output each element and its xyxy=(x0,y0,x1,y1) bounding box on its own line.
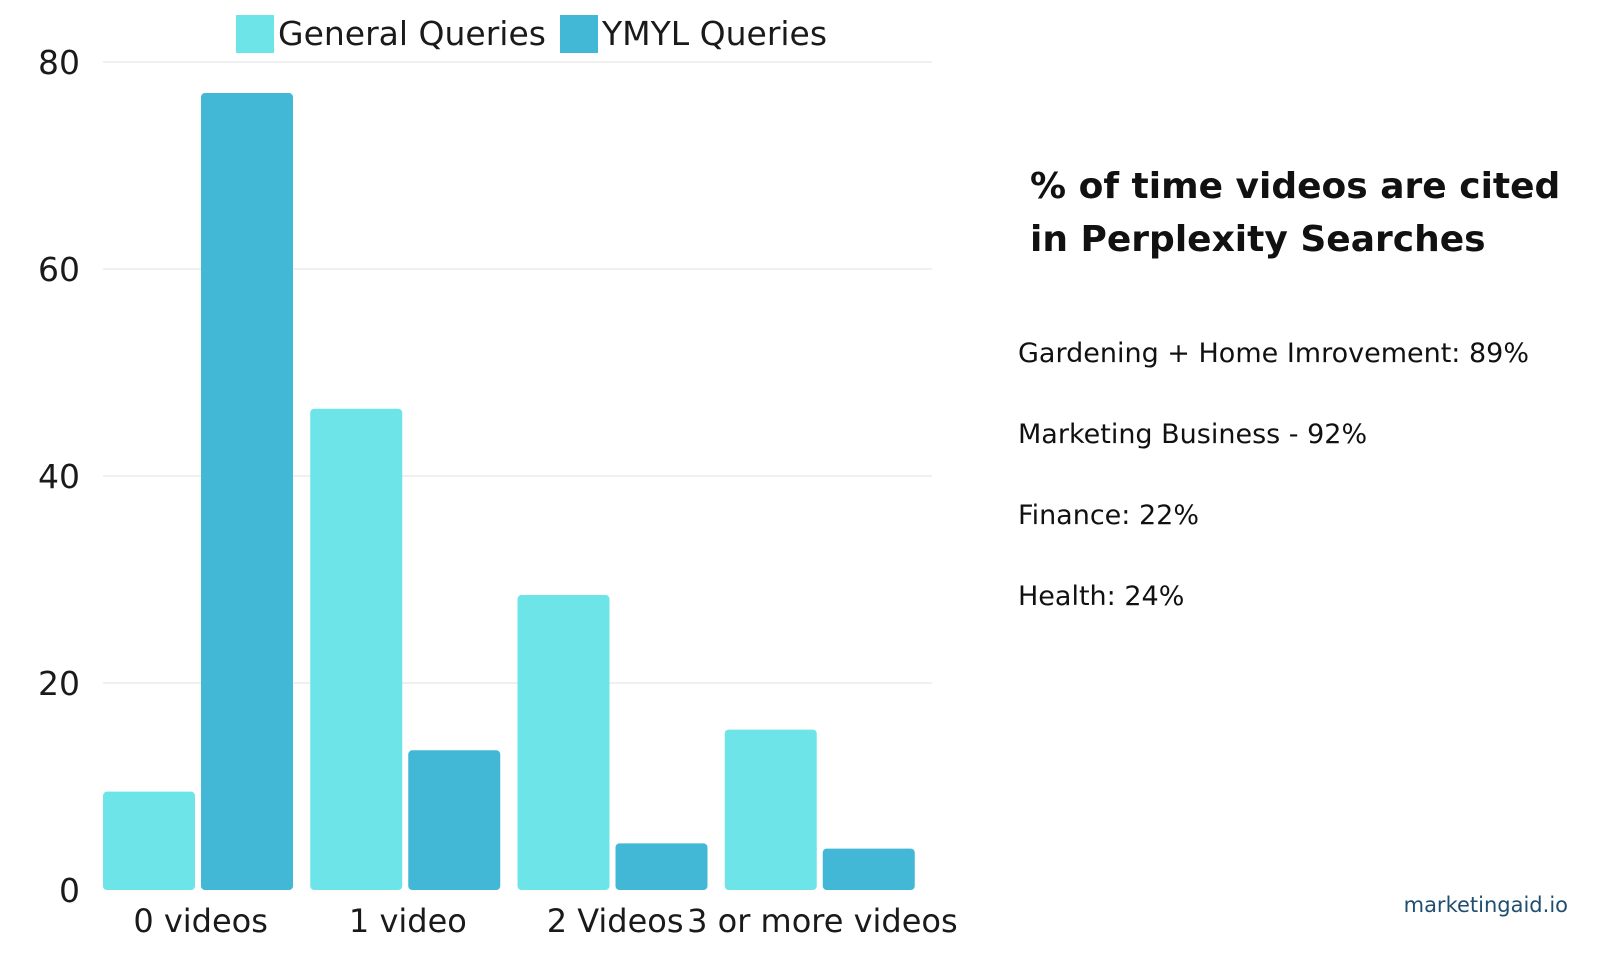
x-tick-label: 1 video xyxy=(349,902,467,940)
y-tick-label: 40 xyxy=(38,457,80,496)
chart-legend: General Queries YMYL Queries xyxy=(236,14,833,53)
bar-ymyl xyxy=(615,843,708,890)
note-item: Finance: 22% xyxy=(1018,500,1199,531)
legend-label-ymyl: YMYL Queries xyxy=(601,14,828,53)
bar-chart: 0 20 40 60 80 0 videos 1 video 2 Videos 3 or mor… xyxy=(38,43,958,940)
legend-label-general: General Queries xyxy=(278,14,546,53)
x-tick-label: 2 Videos xyxy=(547,902,684,940)
legend-swatch-ymyl xyxy=(559,14,598,53)
side-panel-notes: Gardening + Home Imrovement: 89% Marketi… xyxy=(1018,336,1588,660)
bar-ymyl xyxy=(408,750,501,890)
y-tick-label: 60 xyxy=(38,250,80,289)
footer-brand: marketingaid.io xyxy=(1403,893,1568,917)
bar-ymyl xyxy=(201,93,293,891)
side-panel-title: % of time videos are cited in Perplexity… xyxy=(1030,166,1561,260)
bar-general xyxy=(724,729,817,890)
legend-swatch-general xyxy=(236,14,274,53)
bar-general xyxy=(517,595,610,890)
note-item: Gardening + Home Imrovement: 89% xyxy=(1018,338,1529,369)
legend-item-ymyl: YMYL Queries xyxy=(559,14,828,53)
bar-general xyxy=(310,408,403,890)
bar-general xyxy=(103,791,195,890)
y-tick-label: 80 xyxy=(38,43,80,82)
y-tick-label: 0 xyxy=(59,871,80,910)
legend-item-general: General Queries xyxy=(236,14,546,53)
bar-ymyl xyxy=(822,848,915,890)
x-tick-label: 3 or more videos xyxy=(687,902,958,940)
y-tick-label: 20 xyxy=(38,664,80,703)
x-tick-label: 0 videos xyxy=(133,902,268,940)
note-item: Marketing Business - 92% xyxy=(1018,419,1368,450)
note-item: Health: 24% xyxy=(1018,581,1185,612)
